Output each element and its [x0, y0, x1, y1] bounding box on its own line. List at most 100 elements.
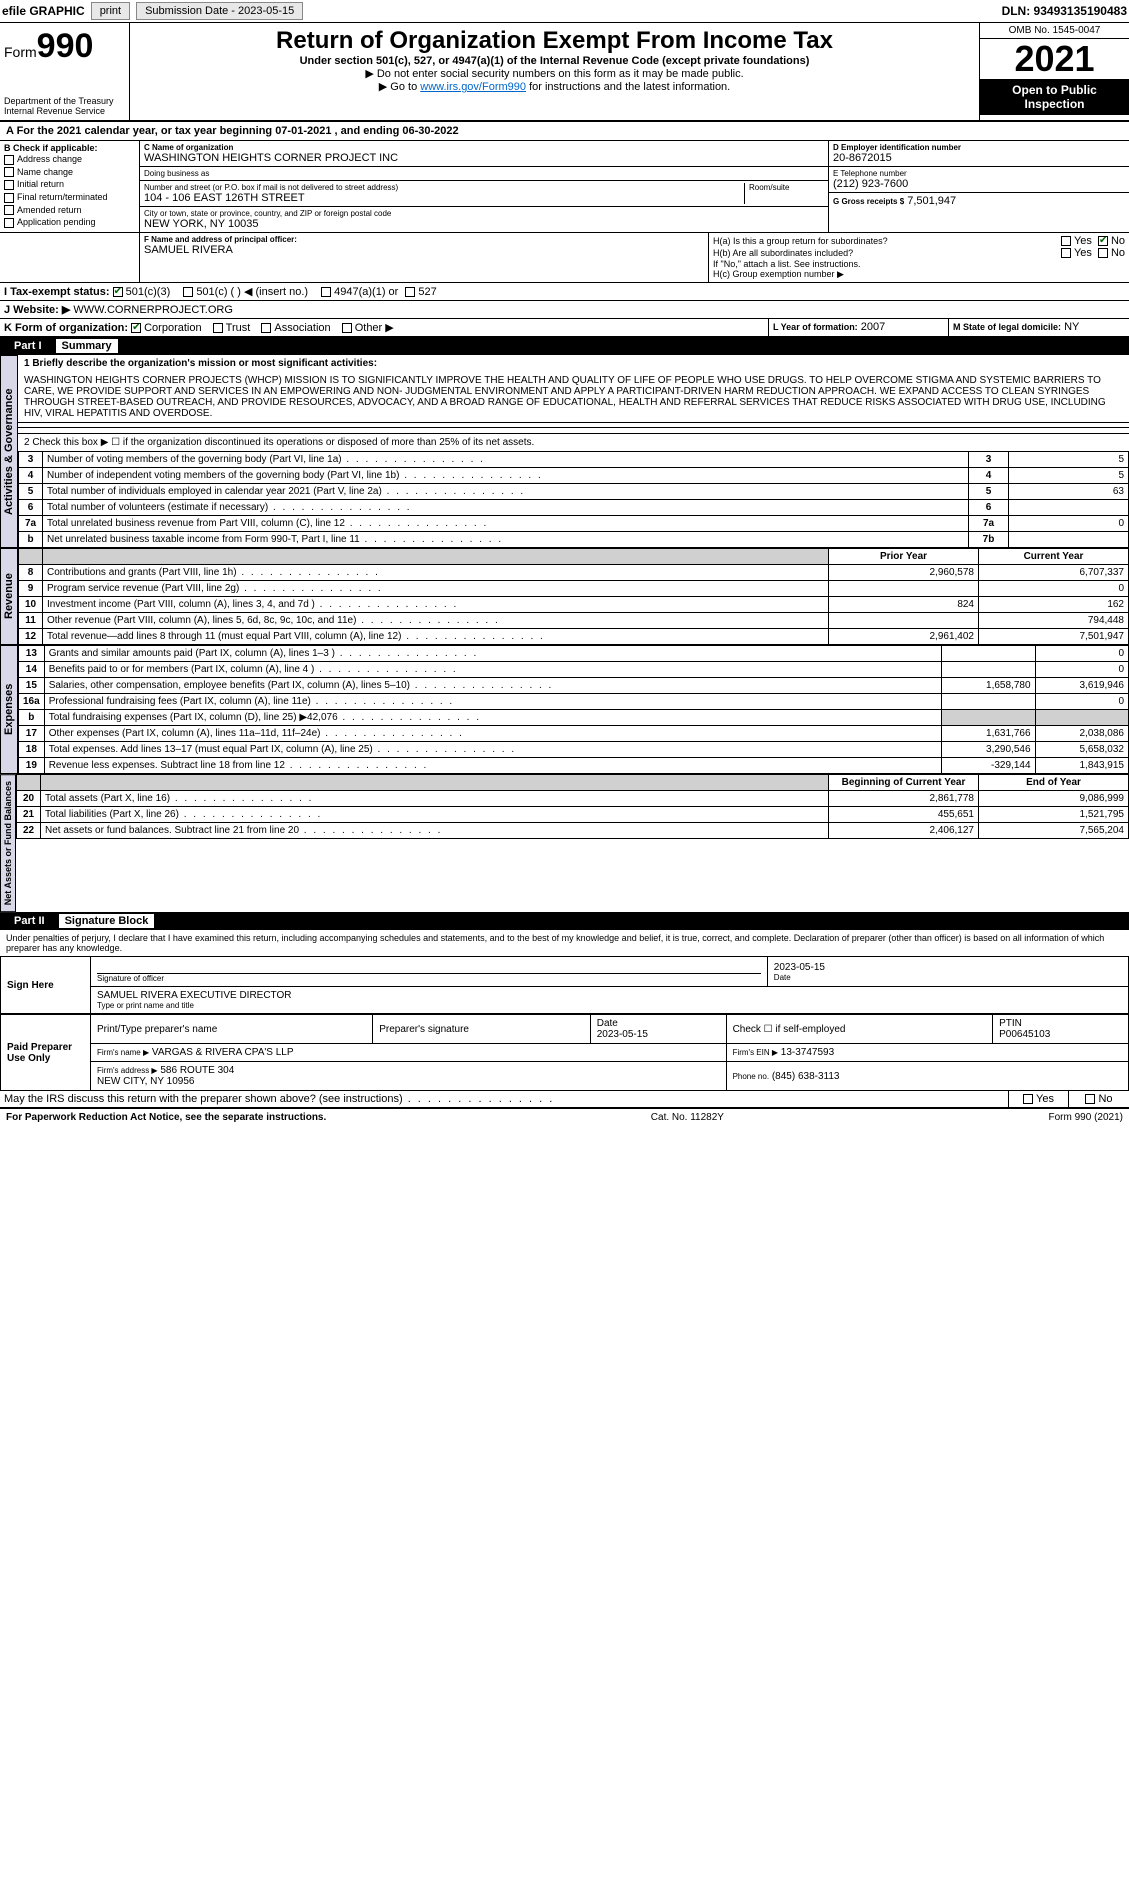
ha-no-checkbox[interactable] — [1098, 236, 1108, 246]
opt-assoc: Association — [274, 322, 330, 334]
table-row: 16aProfessional fundraising fees (Part I… — [19, 694, 1129, 710]
chk-amended-return[interactable]: Amended return — [4, 204, 135, 217]
prior-year-header: Prior Year — [829, 549, 979, 565]
firm-addr-label: Firm's address ▶ — [97, 1066, 158, 1075]
form-number: Form990 — [4, 27, 125, 66]
hb-yes-checkbox[interactable] — [1061, 248, 1071, 258]
chk-name-change[interactable]: Name change — [4, 166, 135, 179]
no-label: No — [1098, 1093, 1112, 1105]
form-word: Form — [4, 44, 37, 60]
table-row: 18Total expenses. Add lines 13–17 (must … — [19, 742, 1129, 758]
ein-label: D Employer identification number — [833, 143, 1125, 152]
tab-netassets: Net Assets or Fund Balances — [0, 774, 16, 912]
section-fh: F Name and address of principal officer:… — [0, 233, 1129, 283]
goto-pre: ▶ Go to — [379, 81, 420, 93]
line-2: 2 Check this box ▶ ☐ if the organization… — [18, 434, 1129, 451]
chk-501c3[interactable] — [113, 287, 123, 297]
box-h: H(a) Is this a group return for subordin… — [709, 233, 1129, 282]
table-row: 10Investment income (Part VIII, column (… — [19, 597, 1129, 613]
discuss-no-checkbox[interactable] — [1085, 1094, 1095, 1104]
opt-trust: Trust — [226, 322, 251, 334]
chk-application-pending[interactable]: Application pending — [4, 216, 135, 229]
discuss-yes-checkbox[interactable] — [1023, 1094, 1033, 1104]
chk-trust[interactable] — [213, 323, 223, 333]
chk-501c[interactable] — [183, 287, 193, 297]
chk-other[interactable] — [342, 323, 352, 333]
chk-corporation[interactable] — [131, 323, 141, 333]
no-label: No — [1111, 247, 1125, 259]
top-bar: efile GRAPHIC print Submission Date - 20… — [0, 0, 1129, 23]
opt-corp: Corporation — [144, 322, 201, 334]
tab-expenses: Expenses — [0, 645, 18, 774]
section-ij: I Tax-exempt status: 501(c)(3) 501(c) ( … — [0, 283, 1129, 301]
table-row: 5Total number of individuals employed in… — [19, 484, 1129, 500]
line-a: A For the 2021 calendar year, or tax yea… — [0, 122, 1129, 141]
gross-value: 7,501,947 — [907, 195, 956, 207]
begin-year-header: Beginning of Current Year — [829, 775, 979, 791]
print-button[interactable]: print — [91, 2, 130, 20]
gross-label: G Gross receipts $ — [833, 197, 904, 206]
opt-527: 527 — [418, 286, 436, 298]
table-row: 17Other expenses (Part IX, column (A), l… — [19, 726, 1129, 742]
ein-value: 20-8672015 — [833, 152, 1125, 164]
room-label: Room/suite — [749, 183, 824, 192]
org-name: WASHINGTON HEIGHTS CORNER PROJECT INC — [144, 152, 824, 164]
mission-text: WASHINGTON HEIGHTS CORNER PROJECTS (WHCP… — [18, 372, 1129, 422]
box-deg: D Employer identification number 20-8672… — [829, 141, 1129, 232]
table-row: 9Program service revenue (Part VIII, lin… — [19, 581, 1129, 597]
chk-initial-return[interactable]: Initial return — [4, 178, 135, 191]
revenue-section: Revenue Prior Year Current Year 8Contrib… — [0, 548, 1129, 645]
table-row: 12Total revenue—add lines 8 through 11 (… — [19, 629, 1129, 645]
table-row: 11Other revenue (Part VIII, column (A), … — [19, 613, 1129, 629]
irs-link[interactable]: www.irs.gov/Form990 — [420, 81, 526, 93]
tab-governance: Activities & Governance — [0, 355, 18, 548]
form-header: Form990 Department of the Treasury Inter… — [0, 23, 1129, 122]
officer-value: SAMUEL RIVERA — [144, 244, 704, 256]
firm-phone-label: Phone no. — [733, 1072, 769, 1081]
sig-date: 2023-05-15 — [774, 962, 1122, 973]
expenses-section: Expenses 13Grants and similar amounts pa… — [0, 645, 1129, 774]
chk-association[interactable] — [261, 323, 271, 333]
self-employed-label: Check ☐ if self-employed — [726, 1015, 993, 1044]
table-row: bNet unrelated business taxable income f… — [19, 532, 1129, 548]
ha-yes-checkbox[interactable] — [1061, 236, 1071, 246]
chk-address-change[interactable]: Address change — [4, 153, 135, 166]
chk-4947[interactable] — [321, 287, 331, 297]
prep-sig-label: Preparer's signature — [373, 1015, 591, 1044]
table-row: 6Total number of volunteers (estimate if… — [19, 500, 1129, 516]
chk-label: Final return/terminated — [17, 192, 108, 202]
domicile-label: M State of legal domicile: — [953, 322, 1061, 332]
part-1-label: Part I — [6, 340, 50, 352]
footer-right: Form 990 (2021) — [1049, 1112, 1123, 1123]
end-year-header: End of Year — [979, 775, 1129, 791]
form-num: 990 — [37, 27, 94, 65]
submission-date-button[interactable]: Submission Date - 2023-05-15 — [136, 2, 303, 20]
table-row: 21Total liabilities (Part X, line 26)455… — [17, 807, 1129, 823]
yes-label: Yes — [1074, 235, 1092, 247]
section-j: J Website: ▶ WWW.CORNERPROJECT.ORG — [0, 301, 1129, 319]
addr-label: Number and street (or P.O. box if mail i… — [144, 183, 744, 192]
chk-final-return[interactable]: Final return/terminated — [4, 191, 135, 204]
ha-label: H(a) Is this a group return for subordin… — [713, 236, 1061, 246]
phone-label: E Telephone number — [833, 169, 1125, 178]
chk-label: Name change — [17, 167, 73, 177]
form-subtitle-2: ▶ Do not enter social security numbers o… — [134, 67, 975, 80]
org-name-label: C Name of organization — [144, 143, 824, 152]
prep-date: 2023-05-15 — [597, 1029, 648, 1040]
prep-name-label: Print/Type preparer's name — [91, 1015, 373, 1044]
revenue-table: Prior Year Current Year 8Contributions a… — [18, 548, 1129, 645]
box-m: M State of legal domicile: NY — [949, 319, 1129, 336]
chk-527[interactable] — [405, 287, 415, 297]
phone-value: (212) 923-7600 — [833, 178, 1125, 190]
table-row: 19Revenue less expenses. Subtract line 1… — [19, 758, 1129, 774]
firm-phone: (845) 638-3113 — [772, 1071, 840, 1082]
hb-no-checkbox[interactable] — [1098, 248, 1108, 258]
city-label: City or town, state or province, country… — [144, 209, 824, 218]
part-1-title: Summary — [56, 339, 118, 353]
firm-addr: 586 ROUTE 304 — [160, 1065, 234, 1076]
tab-revenue: Revenue — [0, 548, 18, 645]
irs-label: Internal Revenue Service — [4, 106, 125, 116]
box-l: L Year of formation: 2007 — [769, 319, 949, 336]
firm-name-label: Firm's name ▶ — [97, 1048, 149, 1057]
form-org-label: K Form of organization: — [4, 322, 128, 334]
